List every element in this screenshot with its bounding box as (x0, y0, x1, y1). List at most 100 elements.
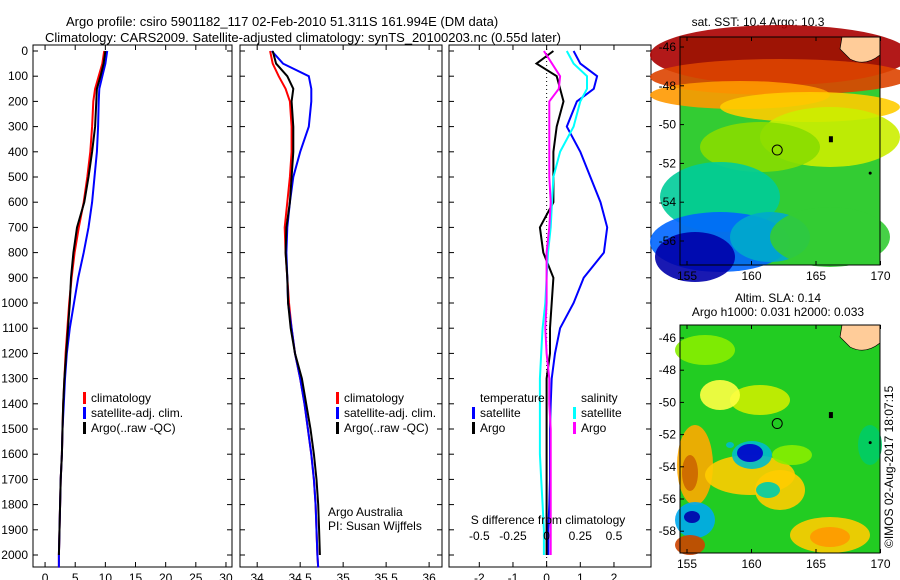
difference-xtick-label: 1 (577, 571, 584, 580)
salinity-xtick-label: 34.5 (288, 571, 312, 580)
sla-map-island-marker (828, 412, 833, 419)
depth-tick-label: 1500 (1, 422, 28, 436)
annotation-argo-australia: Argo Australia (328, 505, 403, 519)
depth-tick-label: 200 (8, 94, 28, 108)
temperature-legend-swatch (83, 407, 86, 419)
diff-legend-label: Argo (581, 421, 607, 435)
diff-legend-swatch (573, 407, 576, 419)
temperature-xtick-label: 5 (72, 571, 79, 580)
diff-legend-swatch (472, 422, 475, 434)
temperature-line-argo (57, 50, 107, 556)
depth-tick-label: 1700 (1, 472, 28, 486)
depth-tick-label: 1800 (1, 498, 28, 512)
sla-map-xtick-label: 155 (677, 557, 697, 571)
diff-legend-swatch (472, 407, 475, 419)
sst-map-xtick-label: 170 (870, 269, 890, 283)
sla-map-field-patch (772, 445, 812, 465)
difference-xtick-label: -1 (508, 571, 519, 580)
temperature-legend-label: Argo(..raw -QC) (91, 421, 176, 435)
sla-map-xtick-label: 165 (806, 557, 826, 571)
temperature-axes-frame (32, 44, 233, 568)
sst-map-ytick-label: -52 (659, 156, 677, 170)
s-diff-axis-label: S difference from climatology (471, 513, 626, 527)
title-line-2: Climatology: CARS2009. Satellite-adjuste… (45, 30, 561, 45)
temperature-line-satellite-adj. (57, 50, 109, 568)
difference-xtick-label: 0 (543, 571, 550, 580)
salinity-line-argo (271, 50, 321, 556)
difference-axes-frame (448, 44, 652, 568)
sla-map-field-patch (726, 442, 734, 448)
sla-map-ytick-label: -58 (659, 524, 677, 538)
depth-tick-label: 600 (8, 195, 28, 209)
depth-tick-label: 2000 (1, 548, 28, 562)
sla-map-field-patch (700, 380, 740, 410)
sst-map-frame (679, 36, 881, 266)
depth-tick-label: 1200 (1, 346, 28, 360)
sla-map-field-patch (684, 511, 700, 523)
depth-tick-label: 400 (8, 145, 28, 159)
depth-tick-label: 0 (21, 44, 28, 58)
temperature-xtick-label: 20 (159, 571, 173, 580)
credit-text: ©IMOS 02-Aug-2017 18:07:15 (882, 385, 896, 548)
salinity-xtick-label: 35.5 (374, 571, 398, 580)
temperature-xtick-label: 30 (219, 571, 233, 580)
sst-map-ytick-label: -50 (659, 118, 677, 132)
sst-map-island-marker (868, 171, 872, 175)
sst-map-profile-location-marker (771, 144, 783, 156)
difference-xtick-label: -2 (474, 571, 485, 580)
sla-map-profile-location-marker (771, 418, 783, 430)
s-diff-tick-label: 0 (543, 529, 550, 543)
sla-map-ytick-label: -50 (659, 395, 677, 409)
sst-map-field-patch (770, 207, 890, 267)
s-diff-tick-label: 0.25 (569, 529, 593, 543)
temperature-xtick-label: 0 (42, 571, 49, 580)
diff-legend-label: satellite (480, 406, 521, 420)
salinity-xtick-label: 36 (422, 571, 436, 580)
salinity-legend-label: Argo(..raw -QC) (344, 421, 429, 435)
temperature-xtick-label: 15 (129, 571, 143, 580)
s-diff-tick-label: 0.5 (606, 529, 623, 543)
sst-map-xtick-label: 160 (741, 269, 761, 283)
depth-tick-label: 1100 (2, 321, 28, 335)
sla-map-ytick-label: -48 (659, 363, 677, 377)
sla-map-field-patch (675, 335, 735, 365)
temperature-legend-label: satellite-adj. clim. (91, 406, 183, 420)
sla-map-field-patch (682, 455, 698, 491)
sla-map-field-patch (858, 425, 882, 465)
sla-map-title-2: Argo h1000: 0.031 h2000: 0.033 (692, 305, 864, 319)
s-diff-tick-label: -0.25 (499, 529, 527, 543)
sst-map-xtick-label: 165 (806, 269, 826, 283)
sla-map-ytick-label: -46 (659, 331, 677, 345)
salinity-legend-swatch (336, 422, 339, 434)
diff-legend-label: satellite (581, 406, 622, 420)
sst-map-field-patch (655, 232, 735, 282)
sla-map-ytick-label: -56 (659, 492, 677, 506)
depth-tick-label: 800 (8, 246, 28, 260)
sla-map-field-patch (675, 535, 705, 555)
sla-map-title-1: Altim. SLA: 0.14 (735, 291, 821, 305)
sla-map-island-marker (868, 441, 872, 445)
sst-map-xtick-label: 155 (677, 269, 697, 283)
temperature-xtick-label: 10 (99, 571, 113, 580)
sla-map-field-patch (737, 444, 763, 462)
sst-map-ytick-label: -56 (659, 234, 677, 248)
depth-tick-label: 700 (8, 220, 28, 234)
depth-tick-label: 900 (8, 271, 28, 285)
depth-tick-label: 1000 (1, 296, 28, 310)
sla-map-ytick-label: -54 (659, 460, 677, 474)
salinity-xtick-label: 35 (336, 571, 350, 580)
salinity-axes-frame (239, 44, 443, 568)
annotation-pi: PI: Susan Wijffels (328, 519, 422, 533)
salinity-legend-label: satellite-adj. clim. (344, 406, 436, 420)
salinity-legend-label: climatology (344, 391, 404, 405)
diff-line-salinity-argo (543, 50, 562, 555)
temperature-legend-swatch (83, 392, 86, 404)
s-diff-tick-label: -0.5 (469, 529, 490, 543)
sla-map-field-patch (730, 385, 790, 415)
salinity-legend-swatch (336, 407, 339, 419)
sst-map-ytick-label: -46 (659, 40, 677, 54)
sst-map-field-patch (700, 122, 820, 172)
difference-xtick-label: 2 (611, 571, 618, 580)
